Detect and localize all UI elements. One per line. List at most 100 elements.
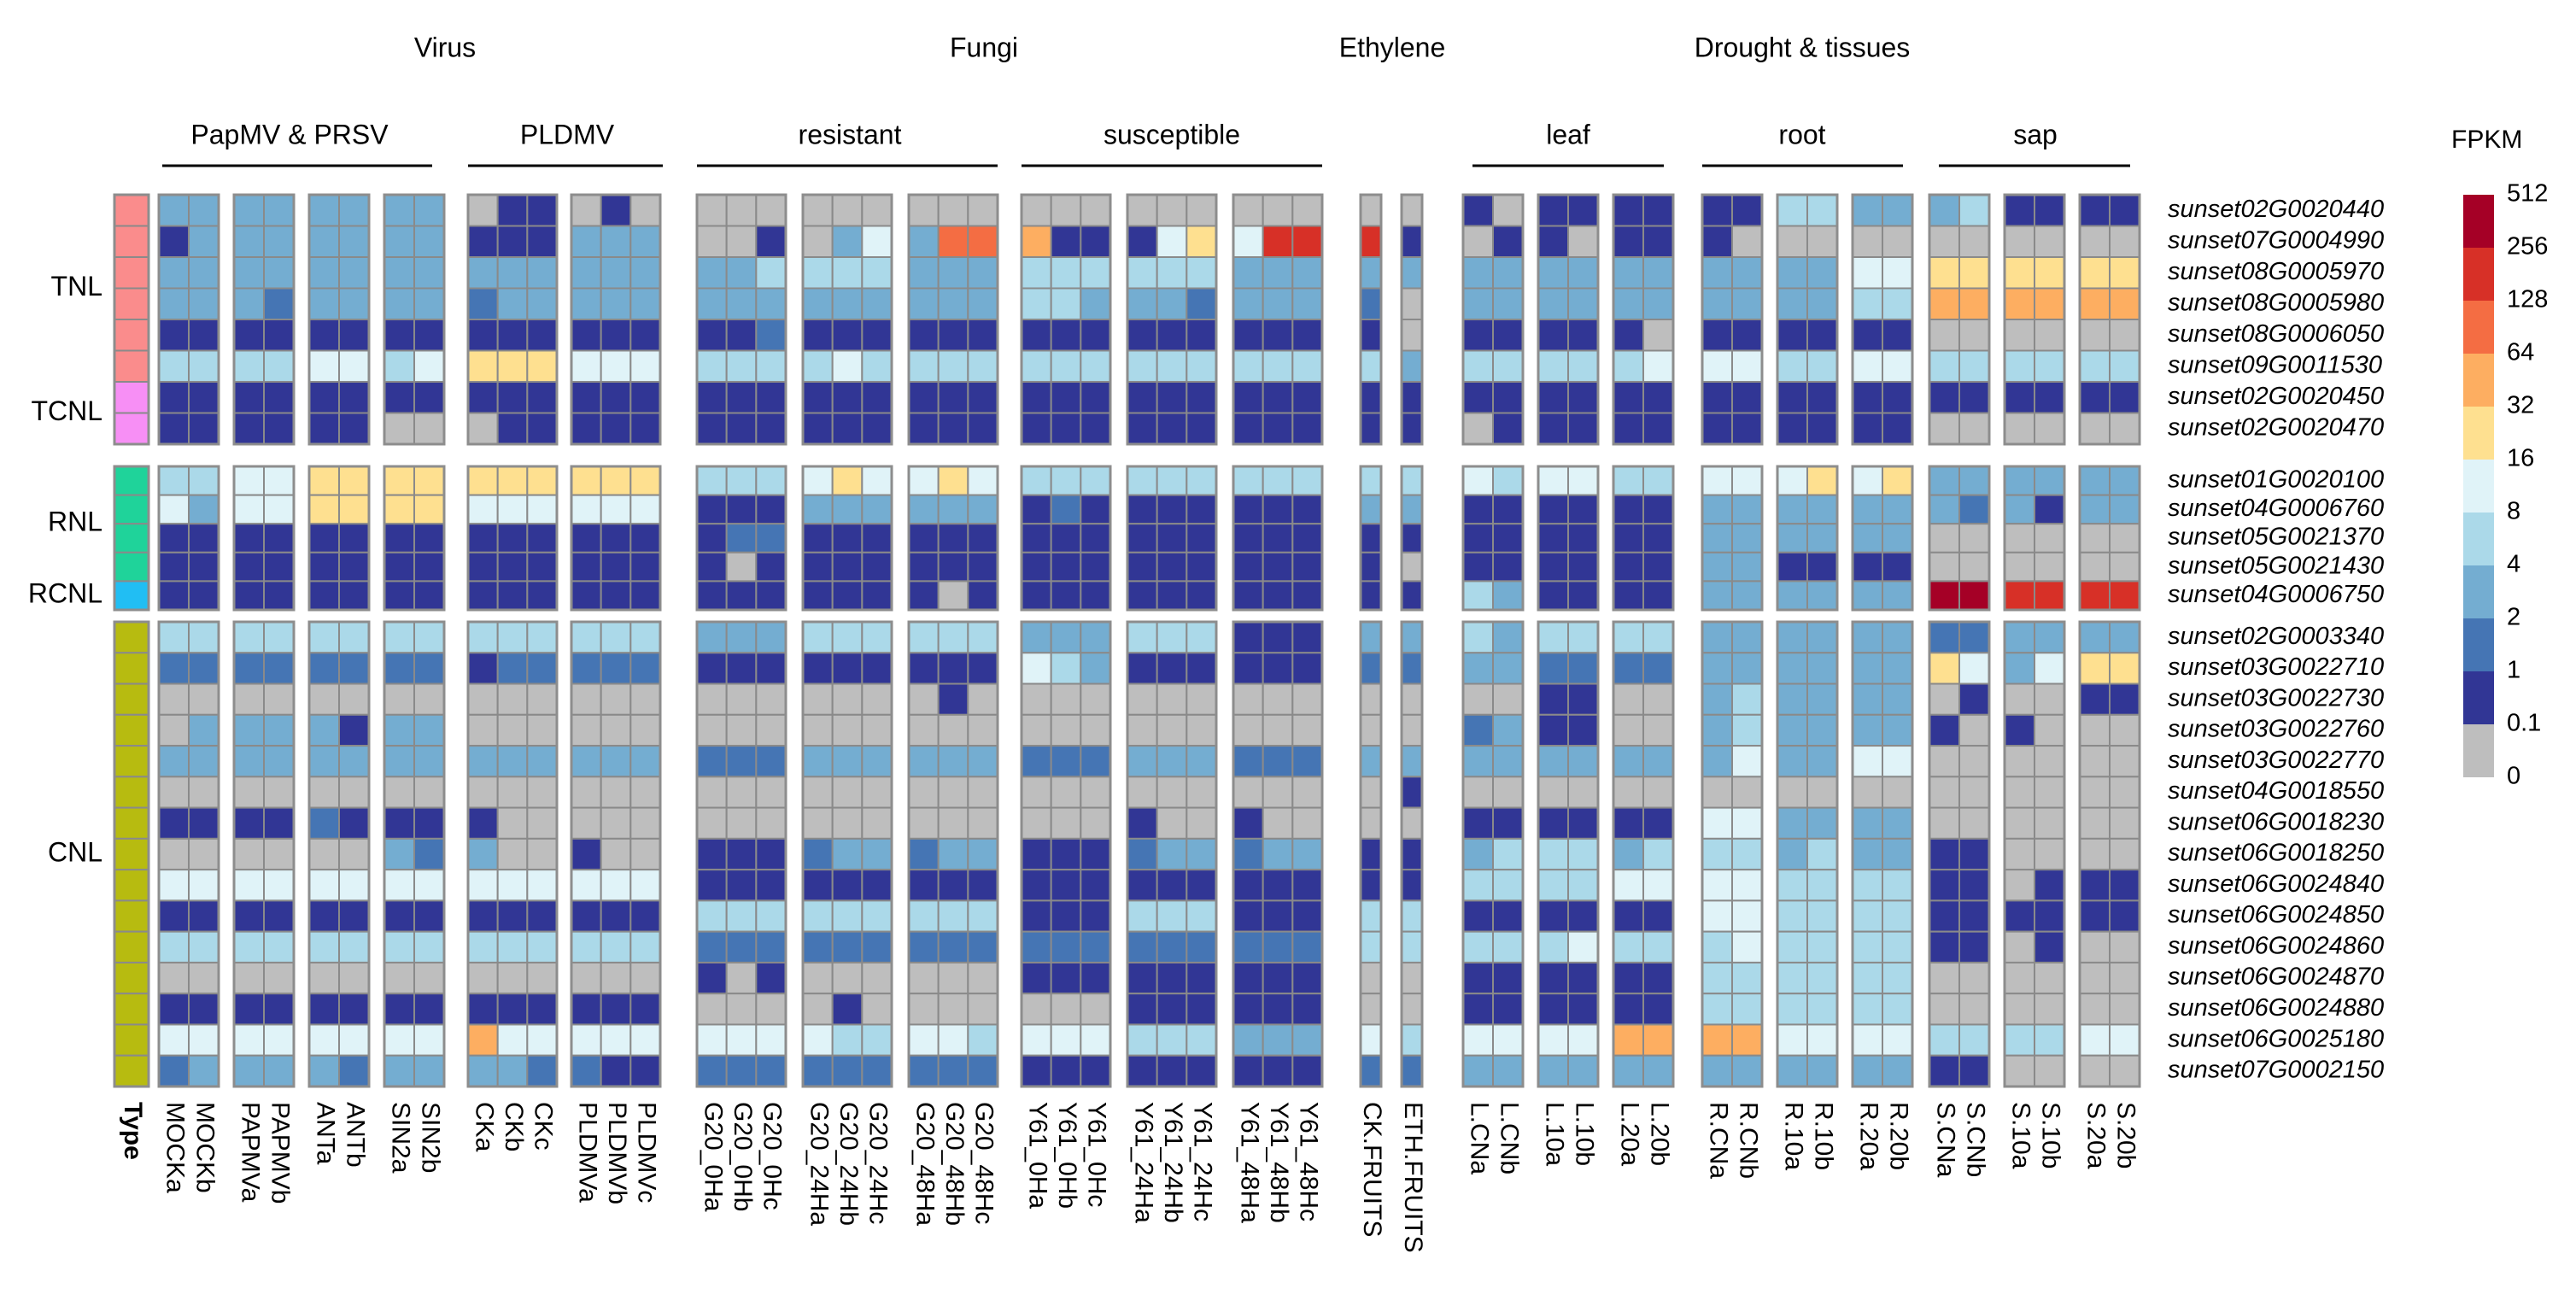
heatmap-cell bbox=[755, 319, 787, 352]
heatmap-cell bbox=[526, 713, 558, 747]
heatmap-cell bbox=[1127, 551, 1158, 583]
gene-label: sunset06G0024870 bbox=[2168, 964, 2384, 991]
legend-label: 0.1 bbox=[2507, 710, 2541, 737]
heatmap-cell bbox=[1021, 580, 1052, 612]
heatmap-cell bbox=[158, 523, 190, 554]
heatmap-cell bbox=[1050, 837, 1082, 871]
heatmap-cell bbox=[1701, 621, 1733, 654]
heatmap-cell bbox=[1021, 523, 1052, 554]
heatmap-cell bbox=[831, 551, 864, 583]
heatmap-cell bbox=[188, 494, 220, 525]
heatmap-cell bbox=[1232, 993, 1264, 1026]
heatmap-cell bbox=[338, 961, 370, 995]
heatmap-cell bbox=[1958, 1054, 1990, 1087]
heatmap-cell bbox=[831, 993, 864, 1026]
heatmap-cell bbox=[413, 930, 445, 964]
heatmap-cell bbox=[338, 194, 370, 227]
heatmap-cell bbox=[1050, 652, 1082, 685]
heatmap-cell bbox=[2109, 837, 2140, 871]
heatmap-cell bbox=[725, 621, 758, 654]
column-label: L.20a bbox=[1616, 1102, 1644, 1166]
heatmap-cell bbox=[1462, 682, 1494, 716]
heatmap-cell bbox=[496, 930, 529, 964]
heatmap-cell bbox=[1882, 349, 1913, 383]
heatmap-cell bbox=[802, 806, 834, 840]
heatmap-cell bbox=[802, 551, 834, 583]
heatmap-cell bbox=[1492, 713, 1524, 747]
heatmap-cell bbox=[1777, 837, 1808, 871]
heatmap-cell bbox=[1882, 1054, 1913, 1087]
heatmap-cell bbox=[1291, 412, 1324, 445]
heatmap-cell bbox=[1731, 580, 1763, 612]
heatmap-cell bbox=[2079, 225, 2111, 258]
heatmap-cell bbox=[467, 713, 499, 747]
heatmap-cell bbox=[263, 256, 295, 290]
heatmap-cell bbox=[1777, 256, 1808, 290]
heatmap-cell bbox=[338, 466, 370, 496]
heatmap-cell bbox=[263, 713, 295, 747]
heatmap-cell bbox=[861, 806, 893, 840]
legend-label: 1 bbox=[2507, 657, 2520, 684]
heatmap-cell bbox=[338, 1054, 370, 1087]
block-border bbox=[1461, 465, 1525, 612]
heatmap-cell bbox=[1360, 930, 1382, 964]
heatmap-cell bbox=[1050, 523, 1082, 554]
heatmap-cell bbox=[696, 466, 728, 496]
block-border bbox=[1020, 620, 1112, 1088]
heatmap-cell bbox=[413, 194, 445, 227]
heatmap-cell bbox=[338, 494, 370, 525]
heatmap-cell bbox=[1360, 551, 1382, 583]
block-border bbox=[1851, 465, 1914, 612]
heatmap-cell bbox=[1156, 930, 1188, 964]
heatmap-cell bbox=[755, 349, 787, 383]
block-border bbox=[1537, 193, 1600, 446]
heatmap-cell bbox=[1021, 551, 1052, 583]
heatmap-cell bbox=[1642, 494, 1674, 525]
column-label: Y61_48Ha bbox=[1235, 1102, 1263, 1223]
heatmap-cell bbox=[308, 961, 340, 995]
heatmap-cell bbox=[967, 580, 999, 612]
column-label: L.CNb bbox=[1496, 1102, 1524, 1174]
heatmap-cell bbox=[1462, 551, 1494, 583]
column-label: S.20b bbox=[2112, 1102, 2140, 1168]
heatmap-cell bbox=[413, 652, 445, 685]
heatmap-cell bbox=[1852, 1054, 1883, 1087]
heatmap-cell bbox=[383, 494, 415, 525]
heatmap-cell bbox=[1186, 682, 1218, 716]
heatmap-cell bbox=[861, 494, 893, 525]
heatmap-cell bbox=[908, 869, 940, 902]
heatmap-cell bbox=[1701, 551, 1733, 583]
heatmap-cell bbox=[2109, 869, 2140, 902]
heatmap-cell bbox=[1731, 412, 1763, 445]
heatmap-cell bbox=[383, 961, 415, 995]
heatmap-cell bbox=[967, 551, 999, 583]
heatmap-cell bbox=[496, 869, 529, 902]
heatmap-cell bbox=[2004, 837, 2035, 871]
heatmap-cell bbox=[2004, 652, 2035, 685]
heatmap-cell bbox=[1360, 494, 1382, 525]
heatmap-cell bbox=[802, 993, 834, 1026]
heatmap-cell bbox=[1852, 466, 1883, 496]
heatmap-cell bbox=[725, 194, 758, 227]
heatmap-cell bbox=[526, 652, 558, 685]
heatmap-cell bbox=[1050, 1023, 1082, 1057]
heatmap-cell bbox=[413, 319, 445, 352]
heatmap-cell bbox=[2034, 551, 2065, 583]
heatmap-cell bbox=[496, 776, 529, 809]
heatmap-cell bbox=[1537, 713, 1569, 747]
heatmap-cell bbox=[908, 319, 940, 352]
heatmap-cell bbox=[413, 256, 445, 290]
heatmap-cell bbox=[413, 349, 445, 383]
heatmap-cell bbox=[1021, 194, 1052, 227]
heatmap-cell bbox=[2004, 682, 2035, 716]
heatmap-cell bbox=[725, 837, 758, 871]
heatmap-cell bbox=[2109, 652, 2140, 685]
heatmap-cell bbox=[1156, 256, 1188, 290]
heatmap-cell bbox=[263, 287, 295, 320]
type-cell-tnl bbox=[114, 256, 149, 290]
heatmap-cell bbox=[908, 381, 940, 414]
heatmap-cell bbox=[1232, 381, 1264, 414]
block-border bbox=[1928, 620, 1991, 1088]
heatmap-cell bbox=[188, 523, 220, 554]
gene-label: sunset06G0018250 bbox=[2168, 840, 2384, 867]
